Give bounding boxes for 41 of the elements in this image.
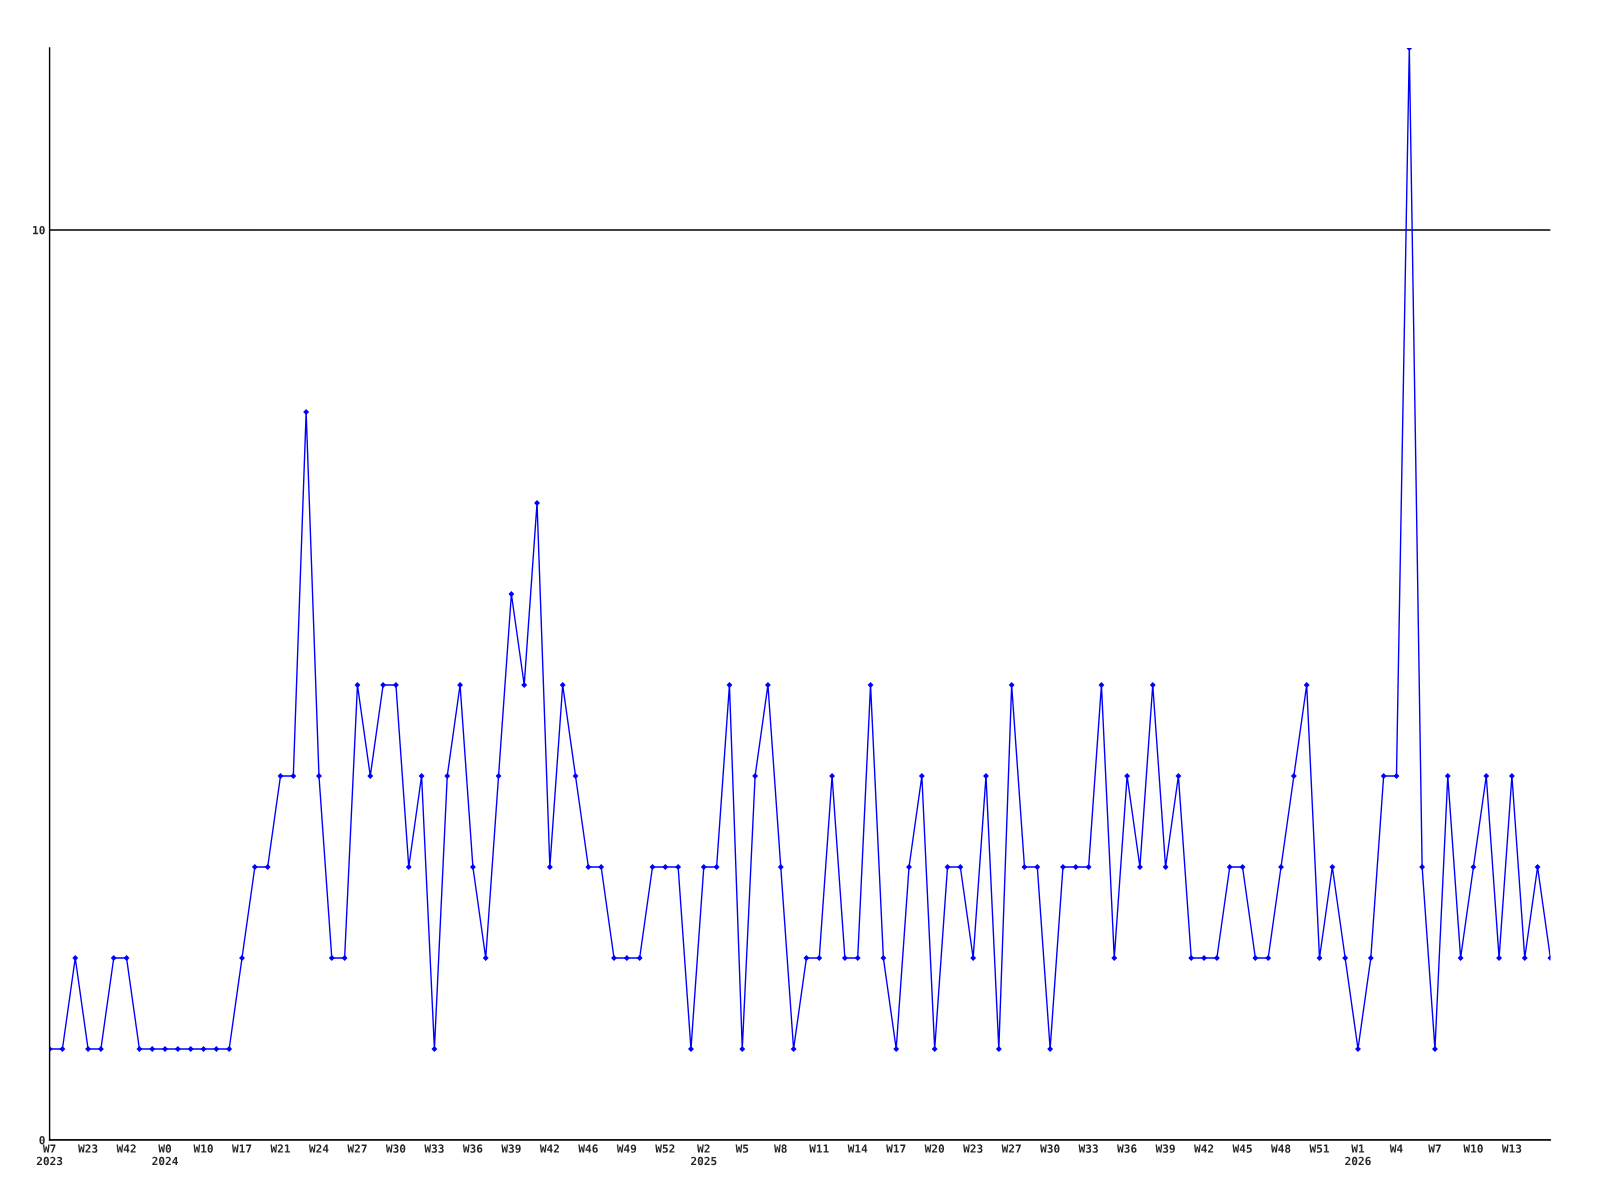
x-tick-label: W1 2026: [1345, 1144, 1371, 1166]
x-tick-label: W2 2025: [691, 1144, 717, 1166]
x-tick-label: W30: [385, 1144, 406, 1153]
x-tick-label: W8: [774, 1144, 787, 1153]
x-tick-label: W23: [963, 1144, 983, 1153]
x-tick-label: W23: [78, 1144, 98, 1153]
x-tick-label: W4: [1389, 1144, 1403, 1153]
x-tick-label: W27: [1001, 1144, 1021, 1153]
x-tick-label: W21: [270, 1144, 290, 1153]
x-tick-label: W39: [501, 1144, 521, 1153]
x-tick-label: W39: [1155, 1144, 1175, 1153]
x-tick-label: W17: [886, 1144, 906, 1153]
x-tick-label: W51: [1309, 1144, 1330, 1153]
x-tick-label: W33: [424, 1144, 444, 1153]
x-tick-label: W46: [578, 1144, 598, 1153]
x-tick-label: W45: [1232, 1144, 1252, 1153]
x-tick-label: W20: [924, 1144, 945, 1153]
x-tick-label: W0 2024: [152, 1144, 178, 1166]
y-tick-label: 0: [39, 1135, 45, 1145]
x-tick-label: W36: [462, 1144, 483, 1153]
x-tick-label: W30: [1040, 1144, 1060, 1153]
x-tick-label: W42: [116, 1144, 136, 1153]
x-tick-label: W5: [735, 1144, 749, 1153]
x-tick-label: W33: [1078, 1144, 1098, 1153]
y-tick-label: 10: [33, 225, 45, 235]
x-tick-label: W7: [1428, 1144, 1441, 1153]
x-tick-label: W42: [1194, 1144, 1214, 1153]
x-tick-label: W49: [616, 1144, 637, 1153]
x-tick-label: W10: [1463, 1144, 1483, 1153]
x-tick-label: W11: [809, 1144, 829, 1153]
x-tick-label: W48: [1270, 1144, 1291, 1153]
x-tick-label: W27: [347, 1144, 367, 1153]
x-tick-label: W24: [308, 1144, 329, 1153]
x-tick-label: W36: [1117, 1144, 1137, 1153]
x-tick-label: W14: [847, 1144, 868, 1153]
x-tick-label: W13: [1501, 1144, 1522, 1153]
x-tick-label: W17: [231, 1144, 252, 1153]
x-tick-label: W52: [655, 1144, 675, 1153]
x-tick-label: W7 2023: [36, 1144, 63, 1166]
x-tick-label: W10: [193, 1144, 213, 1153]
x-tick-label: W42: [539, 1144, 559, 1153]
